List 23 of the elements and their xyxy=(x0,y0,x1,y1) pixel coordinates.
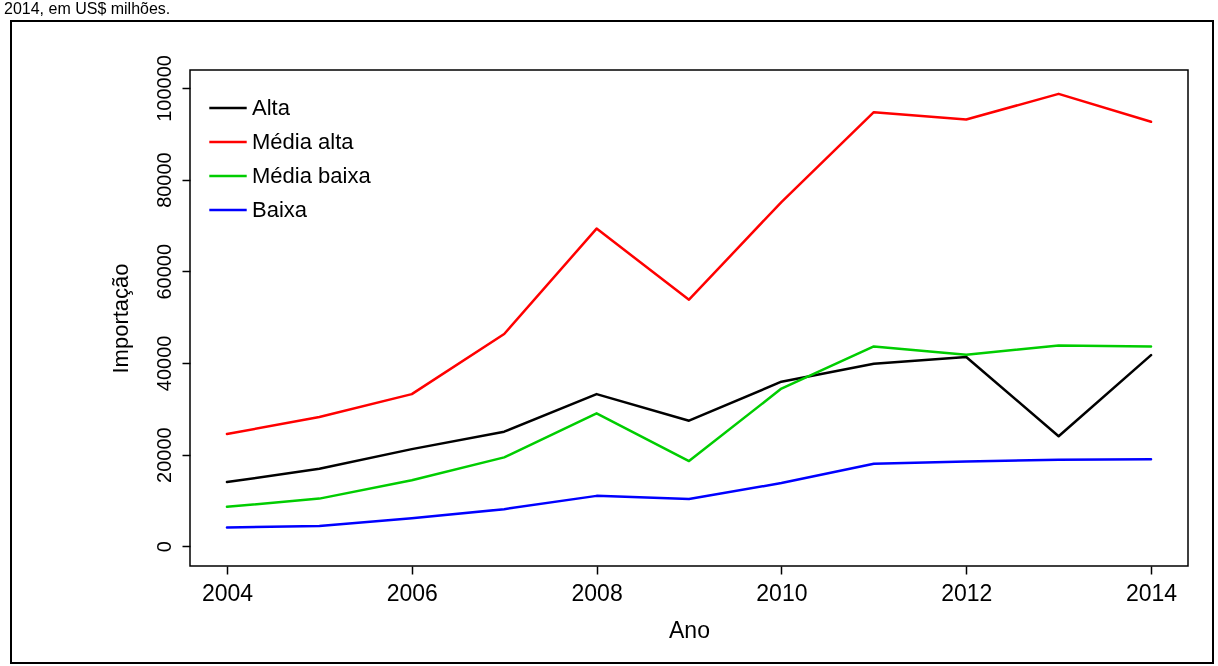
line-series xyxy=(225,353,1153,484)
legend-label: Média alta xyxy=(252,129,355,154)
y-tick-label: 40000 xyxy=(152,335,175,392)
x-tick-label: 2010 xyxy=(756,579,808,606)
legend-label: Média baixa xyxy=(252,163,372,188)
line-series xyxy=(225,92,1153,436)
line-series xyxy=(225,457,1153,529)
y-tick-label: 20000 xyxy=(152,427,175,483)
legend-label: Baixa xyxy=(252,197,308,222)
y-axis-title: Importação xyxy=(107,263,133,374)
y-tick-label: 0 xyxy=(152,541,175,553)
line-series xyxy=(225,344,1153,509)
y-tick-label: 80000 xyxy=(152,152,175,208)
text: 2014, em US$ milhões. xyxy=(4,0,171,18)
y-tick-label: 100000 xyxy=(152,55,175,122)
legend-label: Alta xyxy=(252,95,291,120)
x-tick-label: 2004 xyxy=(201,579,254,606)
x-axis-title: Ano xyxy=(669,616,710,643)
y-tick-label: 60000 xyxy=(152,243,175,300)
x-tick-label: 2006 xyxy=(386,579,438,606)
x-tick-label: 2012 xyxy=(941,579,993,606)
x-tick-label: 2008 xyxy=(571,579,623,606)
x-tick-label: 2014 xyxy=(1125,579,1178,606)
